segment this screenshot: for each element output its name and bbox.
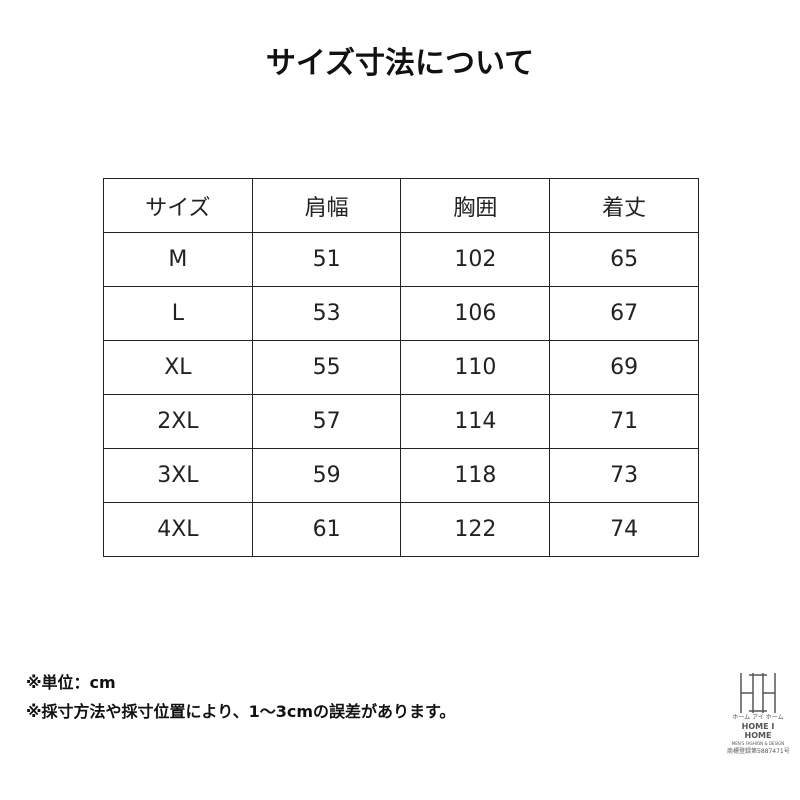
table-row: 3XL 59 118 73 [103, 448, 699, 503]
unit-note: ※単位：cm [26, 673, 116, 692]
table-cell: 69 [549, 340, 699, 395]
table-cell: 65 [549, 232, 699, 287]
hih-logo-icon [740, 673, 776, 713]
table-cell: L [103, 286, 253, 341]
table-cell: 67 [549, 286, 699, 341]
table-cell: 73 [549, 448, 699, 503]
table-cell: 122 [400, 502, 551, 557]
table-cell: 61 [251, 502, 402, 557]
table-cell: 118 [400, 448, 551, 503]
table-cell: 71 [549, 394, 699, 449]
table-cell: 4XL [103, 502, 253, 557]
table-cell: 114 [400, 394, 551, 449]
table-cell: 2XL [103, 394, 253, 449]
table-cell: 110 [400, 340, 551, 395]
table-row: XL 55 110 69 [103, 340, 699, 395]
page-title: サイズ寸法について [265, 46, 535, 81]
table-row: 2XL 57 114 71 [103, 394, 699, 449]
table-cell: 3XL [103, 448, 253, 503]
table-cell: M [103, 232, 253, 287]
table-cell: 106 [400, 286, 551, 341]
table-cell: 102 [400, 232, 551, 287]
table-row: 4XL 61 122 74 [103, 502, 699, 557]
logo-kana: ホーム アイ ホーム [732, 714, 784, 721]
logo-name: HOME I HOME [741, 722, 775, 740]
table-cell: 55 [251, 340, 402, 395]
header-cell: 着丈 [549, 178, 699, 233]
table-header-row: サイズ 肩幅 胸囲 着丈 [103, 178, 699, 233]
notes: ※単位：cm ※採寸方法や採寸位置により、1～3cmの誤差があります。 [26, 668, 455, 726]
table-row: L 53 106 67 [103, 286, 699, 341]
table-cell: 53 [251, 286, 402, 341]
table-cell: 74 [549, 502, 699, 557]
brand-logo: ホーム アイ ホーム HOME I HOME MEN'S FASHION & D… [727, 672, 790, 756]
header-cell: 胸囲 [400, 178, 551, 233]
header-cell: 肩幅 [251, 178, 402, 233]
size-table: サイズ 肩幅 胸囲 着丈 M 51 102 65 L 53 106 67 XL 55 110 69 2X… [103, 178, 699, 557]
table-cell: 57 [251, 394, 402, 449]
logo-registration: 商標登録第5887471号 [727, 748, 790, 755]
error-note: ※採寸方法や採寸位置により、1～3cmの誤差があります。 [26, 702, 456, 721]
logo-tagline: MEN'S FASHION & DESIGN [731, 741, 785, 746]
table-cell: 51 [251, 232, 402, 287]
table-row: M 51 102 65 [103, 232, 699, 287]
table-cell: 59 [251, 448, 402, 503]
table-cell: XL [103, 340, 253, 395]
header-cell: サイズ [103, 178, 253, 233]
